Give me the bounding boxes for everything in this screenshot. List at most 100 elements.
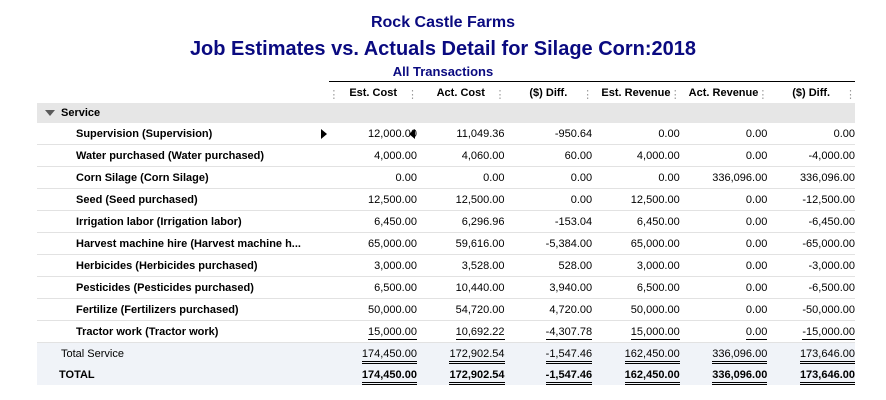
grand-est-revenue[interactable]: 162,450.00 [592, 364, 680, 385]
cell-act-cost[interactable]: 10,692.22 [416, 320, 505, 343]
cell-cost-diff[interactable]: -950.64 [504, 123, 593, 145]
cell-est-cost[interactable]: 0.00 [329, 166, 417, 189]
cell-act-revenue[interactable]: 0.00 [679, 232, 768, 255]
row-label[interactable]: Water purchased (Water purchased) [37, 144, 330, 167]
cell-est-revenue[interactable]: 65,000.00 [592, 232, 680, 255]
cell-act-revenue[interactable]: 0.00 [679, 298, 768, 321]
cell-cost-diff[interactable]: -4,307.78 [504, 320, 593, 343]
column-resize-handle[interactable]: ⋮ [845, 89, 856, 101]
cell-est-cost[interactable]: 6,450.00 [329, 210, 417, 233]
cell-est-revenue[interactable]: 0.00 [592, 123, 680, 145]
row-label[interactable]: Corn Silage (Corn Silage) [37, 166, 330, 189]
total-act-revenue[interactable]: 336,096.00 [679, 342, 768, 364]
cell-cost-diff[interactable]: 60.00 [504, 144, 593, 167]
cell-est-cost[interactable]: 4,000.00 [329, 144, 417, 167]
cell-revenue-diff[interactable]: -4,000.00 [767, 144, 855, 167]
table-row[interactable]: Herbicides (Herbicides purchased) 3,000.… [37, 254, 855, 277]
cell-revenue-diff[interactable]: -50,000.00 [767, 298, 855, 321]
cell-act-cost[interactable]: 3,528.00 [416, 254, 505, 277]
cell-cost-diff[interactable]: 0.00 [504, 166, 593, 189]
column-resize-handle[interactable]: ⋮ [406, 89, 418, 101]
cell-revenue-diff[interactable]: -6,500.00 [767, 276, 855, 299]
cell-est-cost[interactable]: 6,500.00 [329, 276, 417, 299]
column-resize-handle[interactable]: ⋮ [757, 89, 769, 101]
cell-act-cost[interactable]: 12,500.00 [416, 188, 505, 211]
cell-est-revenue[interactable]: 50,000.00 [592, 298, 680, 321]
cell-act-revenue[interactable]: 0.00 [679, 210, 768, 233]
table-row[interactable]: Pesticides (Pesticides purchased) 6,500.… [37, 276, 855, 299]
cell-cost-diff[interactable]: 4,720.00 [504, 298, 593, 321]
cell-cost-diff[interactable]: 0.00 [504, 188, 593, 211]
cell-act-cost[interactable]: 11,049.36 [416, 123, 505, 145]
cell-est-cost[interactable]: 12,000.00 [321, 123, 417, 145]
section-row-service[interactable]: Service [37, 103, 855, 123]
table-row[interactable]: Harvest machine hire (Harvest machine h.… [37, 232, 855, 255]
grand-act-cost[interactable]: 172,902.54 [416, 364, 505, 385]
cell-est-cost[interactable]: 50,000.00 [329, 298, 417, 321]
grand-total-row[interactable]: TOTAL 174,450.00 172,902.54 -1,547.46 16… [37, 364, 855, 385]
total-est-revenue[interactable]: 162,450.00 [592, 342, 680, 364]
cell-act-cost[interactable]: 54,720.00 [416, 298, 505, 321]
column-header-cost-diff[interactable]: ($) Diff. ⋮ [504, 81, 594, 103]
cell-act-cost[interactable]: 4,060.00 [416, 144, 505, 167]
column-header-act-revenue[interactable]: Act. Revenue ⋮ [679, 81, 769, 103]
total-act-cost[interactable]: 172,902.54 [416, 342, 505, 364]
cell-act-cost[interactable]: 59,616.00 [416, 232, 505, 255]
cell-est-revenue[interactable]: 12,500.00 [592, 188, 680, 211]
table-row[interactable]: Irrigation labor (Irrigation labor) 6,45… [37, 210, 855, 233]
cell-revenue-diff[interactable]: -15,000.00 [767, 320, 855, 343]
cell-est-cost[interactable]: 15,000.00 [329, 320, 417, 343]
cell-est-cost[interactable]: 65,000.00 [329, 232, 417, 255]
cell-revenue-diff[interactable]: -65,000.00 [767, 232, 855, 255]
column-header-est-revenue[interactable]: Est. Revenue ⋮ [592, 81, 681, 103]
cell-act-cost[interactable]: 10,440.00 [416, 276, 505, 299]
cell-est-cost[interactable]: 3,000.00 [329, 254, 417, 277]
column-header-est-cost[interactable]: ⋮ Est. Cost ⋮ [328, 81, 418, 103]
cell-est-revenue[interactable]: 15,000.00 [592, 320, 680, 343]
grand-act-revenue[interactable]: 336,096.00 [679, 364, 768, 385]
cell-est-revenue[interactable]: 4,000.00 [592, 144, 680, 167]
cell-act-revenue[interactable]: 0.00 [679, 188, 768, 211]
column-resize-handle[interactable]: ⋮ [582, 89, 594, 101]
cell-revenue-diff[interactable]: -12,500.00 [767, 188, 855, 211]
table-row[interactable]: Corn Silage (Corn Silage) 0.00 0.00 0.00… [37, 166, 855, 189]
row-label[interactable]: Harvest machine hire (Harvest machine h.… [37, 232, 330, 255]
cell-act-revenue[interactable]: 0.00 [679, 276, 768, 299]
cell-act-revenue[interactable]: 0.00 [679, 144, 768, 167]
cell-cost-diff[interactable]: 3,940.00 [504, 276, 593, 299]
table-row[interactable]: Water purchased (Water purchased) 4,000.… [37, 144, 855, 167]
row-label[interactable]: Seed (Seed purchased) [37, 188, 330, 211]
cell-revenue-diff[interactable]: 336,096.00 [767, 166, 855, 189]
table-row[interactable]: Tractor work (Tractor work) 15,000.00 10… [37, 320, 855, 343]
cell-act-revenue[interactable]: 0.00 [679, 254, 768, 277]
table-row[interactable]: Seed (Seed purchased) 12,500.00 12,500.0… [37, 188, 855, 211]
row-label[interactable]: Supervision (Supervision) [37, 123, 330, 145]
column-resize-handle[interactable]: ⋮ [669, 89, 681, 101]
cell-est-revenue[interactable]: 6,500.00 [592, 276, 680, 299]
cell-act-revenue[interactable]: 0.00 [679, 320, 768, 343]
cell-revenue-diff[interactable]: -6,450.00 [767, 210, 855, 233]
cell-cost-diff[interactable]: -153.04 [504, 210, 593, 233]
row-label[interactable]: Irrigation labor (Irrigation labor) [37, 210, 330, 233]
cell-cost-diff[interactable]: -5,384.00 [504, 232, 593, 255]
column-header-act-cost[interactable]: Act. Cost ⋮ [416, 81, 506, 103]
cell-est-revenue[interactable]: 0.00 [592, 166, 680, 189]
grand-est-cost[interactable]: 174,450.00 [329, 364, 417, 385]
grand-revenue-diff[interactable]: 173,646.00 [767, 364, 855, 385]
cell-cost-diff[interactable]: 528.00 [504, 254, 593, 277]
table-row[interactable]: Supervision (Supervision) 12,000.00 11,0… [37, 123, 855, 145]
cell-act-revenue[interactable]: 336,096.00 [679, 166, 768, 189]
table-row[interactable]: Fertilize (Fertilizers purchased) 50,000… [37, 298, 855, 321]
column-resize-handle[interactable]: ⋮ [494, 89, 506, 101]
row-label[interactable]: Pesticides (Pesticides purchased) [37, 276, 330, 299]
total-cost-diff[interactable]: -1,547.46 [504, 342, 593, 364]
column-resize-handle[interactable]: ⋮ [328, 89, 340, 101]
collapse-triangle-icon[interactable] [45, 109, 55, 116]
grand-cost-diff[interactable]: -1,547.46 [504, 364, 593, 385]
total-service-row[interactable]: Total Service 174,450.00 172,902.54 -1,5… [37, 342, 855, 364]
cell-est-cost[interactable]: 12,500.00 [329, 188, 417, 211]
total-revenue-diff[interactable]: 173,646.00 [767, 342, 855, 364]
cell-revenue-diff[interactable]: -3,000.00 [767, 254, 855, 277]
cell-revenue-diff[interactable]: 0.00 [767, 123, 855, 145]
cell-act-cost[interactable]: 6,296.96 [416, 210, 505, 233]
